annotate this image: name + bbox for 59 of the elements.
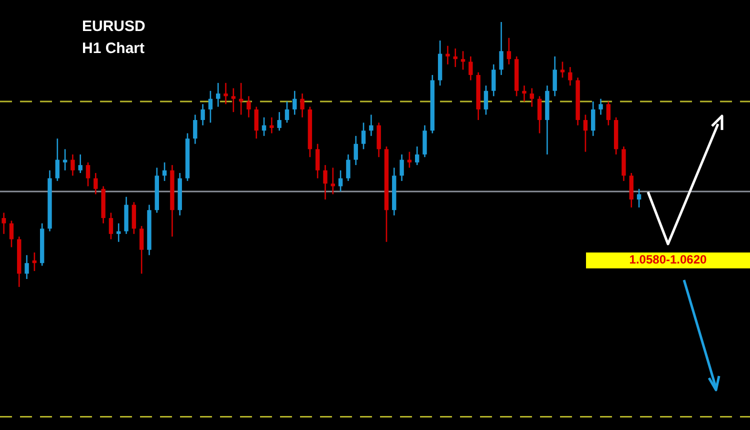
candlestick bbox=[484, 84, 488, 116]
candlestick bbox=[468, 56, 473, 81]
candlestick bbox=[208, 90, 213, 124]
candlestick bbox=[560, 61, 565, 78]
candlestick bbox=[629, 172, 634, 208]
candlestick bbox=[338, 170, 343, 192]
candlestick bbox=[254, 106, 258, 140]
candlestick bbox=[55, 138, 60, 182]
candlestick bbox=[400, 154, 404, 182]
candlestick bbox=[591, 100, 596, 137]
candlestick bbox=[361, 122, 366, 150]
candlestick bbox=[193, 114, 198, 145]
chart-title: EURUSD bbox=[82, 17, 146, 37]
candlestick bbox=[330, 167, 336, 195]
candlestick bbox=[86, 162, 90, 187]
candlestick bbox=[492, 64, 496, 97]
candlestick bbox=[316, 143, 320, 179]
band-label: 1.0580-1.0620 bbox=[629, 252, 708, 267]
candlestick bbox=[9, 220, 14, 248]
candlestick bbox=[270, 116, 274, 134]
candlestick bbox=[369, 114, 374, 137]
candlestick bbox=[246, 96, 251, 118]
candlestick bbox=[446, 45, 450, 66]
candlestick bbox=[636, 188, 642, 208]
candlestick bbox=[530, 88, 534, 108]
candlestick bbox=[70, 154, 75, 176]
candlestick bbox=[346, 154, 350, 182]
candlestick bbox=[231, 88, 236, 113]
candlestick bbox=[292, 90, 297, 116]
candlestick bbox=[537, 96, 542, 134]
candlestick bbox=[139, 225, 144, 274]
candlestick bbox=[224, 82, 228, 105]
candlestick bbox=[552, 56, 557, 97]
candlestick bbox=[78, 154, 82, 174]
candlestick bbox=[499, 21, 504, 76]
candlestick bbox=[376, 122, 381, 158]
candlestick bbox=[323, 164, 328, 200]
candlestick bbox=[606, 100, 611, 126]
candlestick bbox=[354, 135, 358, 166]
candlestick bbox=[277, 111, 282, 132]
candlestick bbox=[262, 116, 266, 137]
candlestick bbox=[414, 146, 420, 166]
candlestick bbox=[24, 254, 29, 280]
candlestick bbox=[2, 212, 6, 235]
candlestick bbox=[108, 212, 114, 240]
candlestick bbox=[200, 103, 205, 126]
candlestick bbox=[132, 202, 136, 235]
candlestick bbox=[284, 100, 290, 124]
candlestick bbox=[94, 172, 98, 195]
candlestick bbox=[162, 162, 167, 182]
candlestick bbox=[598, 98, 603, 116]
candlestick bbox=[422, 124, 427, 158]
candlestick bbox=[216, 82, 220, 108]
candlestick bbox=[568, 66, 572, 86]
candlestick bbox=[300, 92, 304, 118]
candlestick bbox=[583, 114, 588, 152]
candlestick bbox=[522, 84, 526, 102]
candlestick bbox=[506, 37, 512, 66]
text: H1 Chart bbox=[82, 39, 146, 59]
